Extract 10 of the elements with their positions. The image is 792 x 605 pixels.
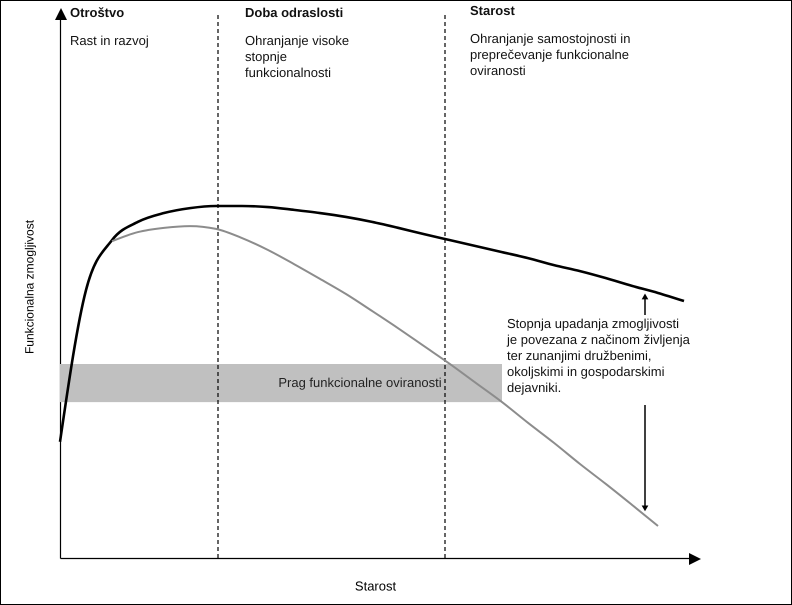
annotation: Stopnja upadanja zmogljivosti je povezana z načinom življenja ter zunanjimi družbenimi, okoljskimi in gospodarskimi dejavniki.: [506, 316, 691, 395]
text: Rast in razvoj: [70, 33, 149, 48]
band-label: Prag funkcionalne oviranosti: [278, 375, 442, 390]
y-axis-title: Funkcionalna zmogljivost: [22, 219, 36, 354]
text: Doba odraslosti: [245, 5, 344, 20]
x-axis-title: Starost: [354, 578, 396, 594]
text: Ohranjanje visoke stopnje funkcionalnosti: [245, 33, 350, 80]
text: Otroštvo: [70, 5, 124, 20]
text: Ohranjanje samostojnosti in preprečevanje funkcionalne oviranosti: [470, 31, 630, 78]
text: Starost: [470, 3, 516, 18]
